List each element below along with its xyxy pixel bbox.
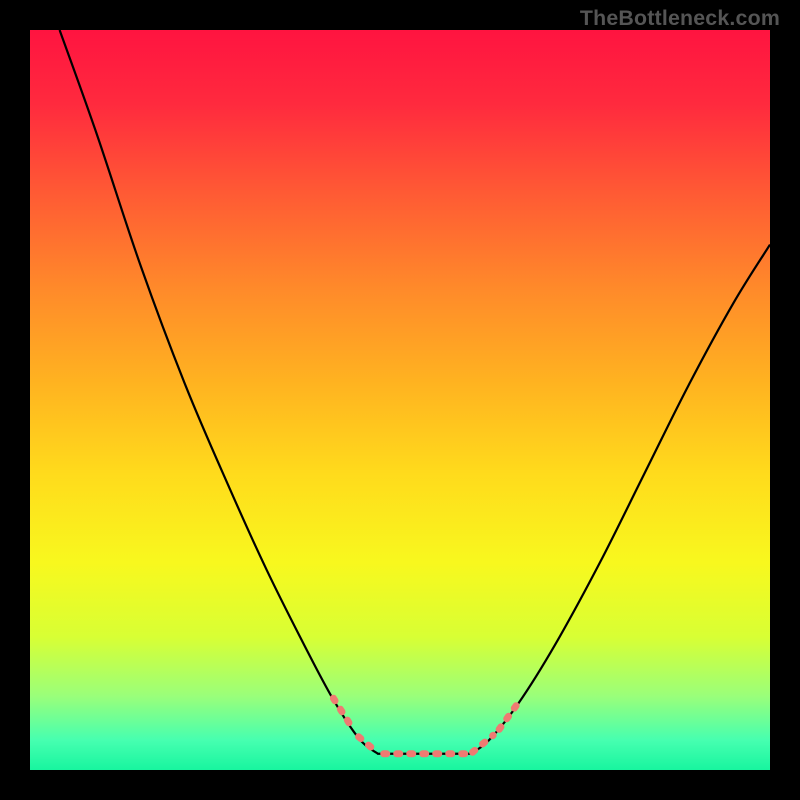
overlay-dots-segment bbox=[333, 698, 352, 728]
chart-plot bbox=[0, 0, 800, 800]
bottleneck-curve bbox=[60, 30, 770, 754]
overlay-dots-segment bbox=[473, 735, 494, 752]
overlay-dots-segment bbox=[359, 737, 378, 753]
chart-stage: TheBottleneck.com bbox=[0, 0, 800, 800]
overlay-dots-segment bbox=[499, 700, 520, 729]
watermark-label: TheBottleneck.com bbox=[580, 6, 780, 31]
